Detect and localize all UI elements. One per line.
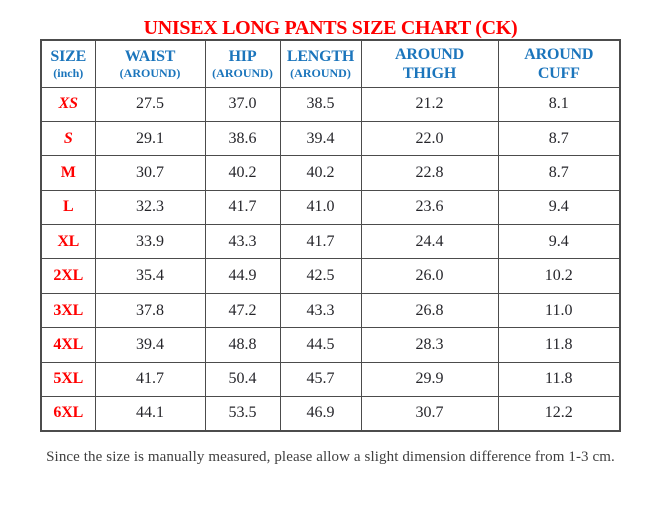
value-cell: 11.0 (497, 292, 621, 329)
value-cell: 53.5 (204, 396, 281, 432)
value-cell: 39.4 (279, 120, 362, 157)
value-cell: 11.8 (497, 361, 621, 398)
value-cell: 43.3 (204, 224, 281, 260)
value-cell: 47.2 (204, 292, 281, 329)
value-cell: 9.4 (497, 224, 621, 260)
size-cell: S (40, 120, 96, 157)
measurement-note: Since the size is manually measured, ple… (46, 448, 615, 465)
value-cell: 44.9 (204, 258, 281, 294)
value-cell: 23.6 (360, 189, 499, 226)
value-cell: 38.6 (204, 120, 281, 157)
size-cell: 3XL (40, 292, 96, 329)
value-cell: 41.0 (279, 189, 362, 226)
column-header-cuff-line1: AROUND (524, 45, 594, 63)
table-row: 2XL 35.4 44.9 42.5 26.0 10.2 (40, 258, 621, 294)
value-cell: 22.0 (360, 120, 499, 157)
value-cell: 26.0 (360, 258, 499, 294)
column-header-length: LENGTH (AROUND) (279, 39, 362, 88)
value-cell: 8.1 (497, 86, 621, 122)
size-cell: L (40, 189, 96, 226)
value-cell: 10.2 (497, 258, 621, 294)
value-cell: 21.2 (360, 86, 499, 122)
table-row: L 32.3 41.7 41.0 23.6 9.4 (40, 189, 621, 226)
table-row: 3XL 37.8 47.2 43.3 26.8 11.0 (40, 292, 621, 329)
value-cell: 43.3 (279, 292, 362, 329)
value-cell: 44.5 (279, 327, 362, 363)
column-header-size: SIZE (inch) (40, 39, 96, 88)
size-chart-table: SIZE (inch) WAIST (AROUND) HIP (AROUND) … (40, 39, 621, 432)
value-cell: 30.7 (360, 396, 499, 432)
value-cell: 40.2 (279, 155, 362, 191)
column-header-waist: WAIST (AROUND) (94, 39, 206, 88)
table-row: 5XL 41.7 50.4 45.7 29.9 11.8 (40, 361, 621, 398)
column-header-waist-label: WAIST (124, 47, 176, 65)
size-cell: 6XL (40, 396, 96, 432)
value-cell: 12.2 (497, 396, 621, 432)
column-header-around-thigh: AROUND THIGH (360, 39, 499, 88)
size-cell: 4XL (40, 327, 96, 363)
column-header-hip: HIP (AROUND) (204, 39, 281, 88)
value-cell: 27.5 (94, 86, 206, 122)
column-header-around-cuff: AROUND CUFF (497, 39, 621, 88)
table-row: 6XL 44.1 53.5 46.9 30.7 12.2 (40, 396, 621, 432)
value-cell: 39.4 (94, 327, 206, 363)
value-cell: 9.4 (497, 189, 621, 226)
value-cell: 50.4 (204, 361, 281, 398)
size-cell: M (40, 155, 96, 191)
table-row: M 30.7 40.2 40.2 22.8 8.7 (40, 155, 621, 191)
value-cell: 29.9 (360, 361, 499, 398)
table-body: XS 27.5 37.0 38.5 21.2 8.1 S 29.1 38.6 39.4 22.0 8.… (40, 86, 621, 432)
value-cell: 22.8 (360, 155, 499, 191)
column-header-length-label: LENGTH (286, 47, 355, 65)
value-cell: 37.0 (204, 86, 281, 122)
table-row: XS 27.5 37.0 38.5 21.2 8.1 (40, 86, 621, 122)
value-cell: 29.1 (94, 120, 206, 157)
page-title: UNISEX LONG PANTS SIZE CHART (CK) (143, 17, 518, 39)
size-cell: 5XL (40, 361, 96, 398)
value-cell: 46.9 (279, 396, 362, 432)
value-cell: 11.8 (497, 327, 621, 363)
value-cell: 38.5 (279, 86, 362, 122)
value-cell: 32.3 (94, 189, 206, 226)
table-row: S 29.1 38.6 39.4 22.0 8.7 (40, 120, 621, 157)
value-cell: 8.7 (497, 155, 621, 191)
column-header-size-label: SIZE (50, 47, 87, 65)
value-cell: 48.8 (204, 327, 281, 363)
column-header-cuff-line2: CUFF (537, 64, 580, 82)
column-header-thigh-line1: AROUND (394, 45, 465, 63)
column-header-hip-sub: (AROUND) (212, 65, 273, 80)
column-header-hip-label: HIP (228, 47, 257, 65)
value-cell: 42.5 (279, 258, 362, 294)
column-header-waist-sub: (AROUND) (119, 65, 181, 80)
value-cell: 40.2 (204, 155, 281, 191)
table-row: XL 33.9 43.3 41.7 24.4 9.4 (40, 224, 621, 260)
value-cell: 44.1 (94, 396, 206, 432)
value-cell: 30.7 (94, 155, 206, 191)
size-cell: 2XL (40, 258, 96, 294)
column-header-size-unit: (inch) (53, 65, 84, 80)
value-cell: 37.8 (94, 292, 206, 329)
column-header-length-sub: (AROUND) (290, 65, 351, 80)
value-cell: 41.7 (94, 361, 206, 398)
size-cell: XL (40, 224, 96, 260)
header-row: SIZE (inch) WAIST (AROUND) HIP (AROUND) … (40, 39, 621, 88)
size-cell: XS (40, 86, 96, 122)
value-cell: 8.7 (497, 120, 621, 157)
value-cell: 33.9 (94, 224, 206, 260)
value-cell: 45.7 (279, 361, 362, 398)
value-cell: 26.8 (360, 292, 499, 329)
value-cell: 28.3 (360, 327, 499, 363)
value-cell: 41.7 (204, 189, 281, 226)
column-header-thigh-line2: THIGH (402, 64, 457, 82)
value-cell: 35.4 (94, 258, 206, 294)
value-cell: 24.4 (360, 224, 499, 260)
value-cell: 41.7 (279, 224, 362, 260)
table-row: 4XL 39.4 48.8 44.5 28.3 11.8 (40, 327, 621, 363)
